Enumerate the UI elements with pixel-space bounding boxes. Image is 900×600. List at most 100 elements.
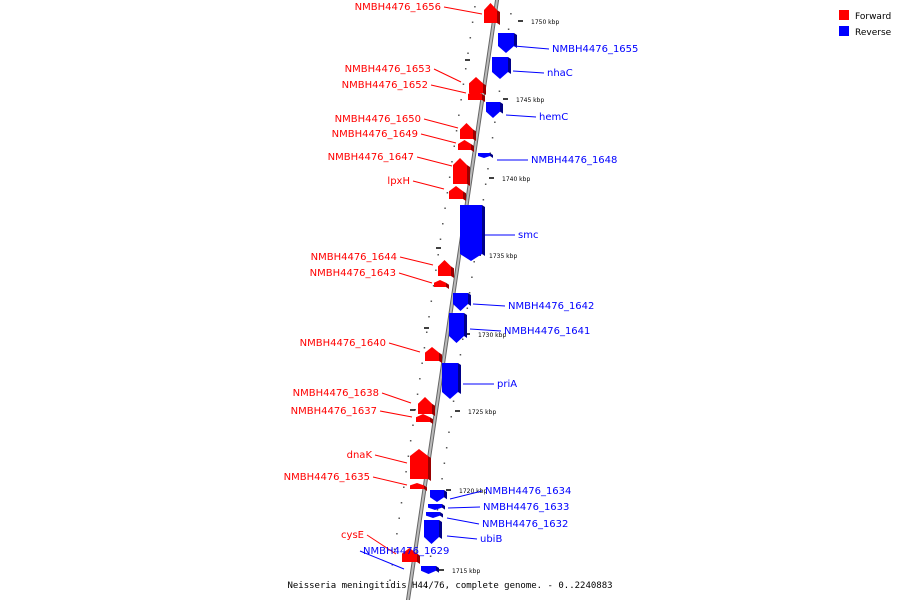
gene-NMBH4476_1656[interactable]: NMBH4476_1656 xyxy=(355,2,500,25)
scale-tick-label: 1720 kbp xyxy=(459,488,487,495)
gene-label[interactable]: NMBH4476_1649 xyxy=(332,129,418,140)
gene-arrow[interactable] xyxy=(410,449,428,479)
gene-label[interactable]: NMBH4476_1647 xyxy=(328,152,414,163)
gene-NMBH4476_1633[interactable]: NMBH4476_1633 xyxy=(428,502,569,513)
gene-NMBH4476_1638[interactable]: NMBH4476_1638 xyxy=(293,388,435,416)
gene-arrow[interactable] xyxy=(449,186,463,199)
label-connector xyxy=(469,328,502,332)
gene-arrow-shade xyxy=(439,520,442,539)
gene-arrow[interactable] xyxy=(469,77,483,93)
label-connector xyxy=(412,180,445,190)
minor-ticks xyxy=(389,6,512,588)
gene-NMBH4476_1644[interactable]: NMBH4476_1644 xyxy=(311,252,454,278)
gene-NMBH4476_1653[interactable]: NMBH4476_1653 xyxy=(345,64,486,95)
gene-NMBH4476_1647[interactable]: NMBH4476_1647 xyxy=(328,152,470,186)
gene-NMBH4476_1650[interactable]: NMBH4476_1650 xyxy=(335,114,476,141)
gene-label[interactable]: NMBH4476_1644 xyxy=(311,252,397,263)
gene-arrow[interactable] xyxy=(484,3,497,23)
gene-arrow[interactable] xyxy=(453,158,467,184)
gene-arrow[interactable] xyxy=(426,512,440,518)
gene-NMBH4476_1641[interactable]: NMBH4476_1641 xyxy=(449,313,590,343)
gene-arrow[interactable] xyxy=(438,260,451,276)
gene-NMBH4476_1642[interactable]: NMBH4476_1642 xyxy=(453,293,594,312)
gene-label[interactable]: ubiB xyxy=(480,534,502,545)
gene-label[interactable]: lpxH xyxy=(387,176,410,187)
label-connector xyxy=(449,490,483,500)
gene-priA[interactable]: priA xyxy=(442,363,517,399)
minor-dot xyxy=(435,269,437,271)
gene-label[interactable]: NMBH4476_1629 xyxy=(363,546,449,557)
gene-dnaK[interactable]: dnaK xyxy=(347,449,431,481)
gene-label[interactable]: priA xyxy=(497,379,517,390)
gene-arrow[interactable] xyxy=(430,490,444,502)
label-connector xyxy=(416,156,453,167)
gene-arrow[interactable] xyxy=(460,205,482,261)
legend: Forward Reverse xyxy=(839,10,892,38)
gene-arrow[interactable] xyxy=(442,363,458,399)
gene-arrow[interactable] xyxy=(421,566,436,574)
gene-label[interactable]: NMBH4476_1650 xyxy=(335,114,421,125)
minor-dot xyxy=(461,338,464,340)
gene-arrow[interactable] xyxy=(449,313,464,343)
minor-dot xyxy=(471,21,474,23)
gene-cysE[interactable]: cysE xyxy=(341,530,420,564)
minor-dot xyxy=(416,393,419,395)
gene-label[interactable]: NMBH4476_1633 xyxy=(483,502,569,513)
gene-label[interactable]: hemC xyxy=(539,112,568,123)
gene-lpxH[interactable]: lpxH xyxy=(387,176,466,201)
gene-NMBH4476_1643[interactable]: NMBH4476_1643 xyxy=(310,268,449,289)
gene-NMBH4476_1637[interactable]: NMBH4476_1637 xyxy=(291,406,433,424)
gene-arrow[interactable] xyxy=(425,347,439,361)
gene-NMBH4476_1640[interactable]: NMBH4476_1640 xyxy=(300,338,442,363)
label-connector xyxy=(359,550,405,570)
gene-label[interactable]: dnaK xyxy=(347,450,373,461)
gene-NMBH4476_1629[interactable]: NMBH4476_1629 xyxy=(359,546,449,574)
gene-label[interactable]: nhaC xyxy=(547,68,573,79)
gene-ubiB[interactable]: ubiB xyxy=(424,520,502,545)
label-connector xyxy=(443,6,483,15)
gene-arrow[interactable] xyxy=(458,140,471,150)
gene-arrow[interactable] xyxy=(460,123,473,139)
gene-label[interactable]: NMBH4476_1655 xyxy=(552,44,638,55)
gene-label[interactable]: NMBH4476_1652 xyxy=(342,80,428,91)
gene-arrow[interactable] xyxy=(434,280,446,287)
gene-arrow-shade xyxy=(439,352,442,363)
gene-label[interactable]: NMBH4476_1640 xyxy=(300,338,386,349)
gene-arrow[interactable] xyxy=(416,414,430,422)
gene-arrow[interactable] xyxy=(410,483,424,489)
gene-label[interactable]: smc xyxy=(518,230,538,241)
gene-label[interactable]: NMBH4476_1642 xyxy=(508,301,594,312)
gene-arrow[interactable] xyxy=(428,504,442,510)
gene-label[interactable]: NMBH4476_1637 xyxy=(291,406,377,417)
gene-arrow[interactable] xyxy=(492,57,508,79)
gene-label[interactable]: cysE xyxy=(341,530,364,541)
gene-label[interactable]: NMBH4476_1641 xyxy=(504,326,590,337)
gene-label[interactable]: NMBH4476_1635 xyxy=(284,472,370,483)
gene-arrow[interactable] xyxy=(478,153,490,158)
gene-arrow[interactable] xyxy=(486,102,500,118)
gene-NMBH4476_1648[interactable]: NMBH4476_1648 xyxy=(478,153,617,166)
gene-label[interactable]: NMBH4476_1656 xyxy=(355,2,441,13)
gene-label[interactable]: NMBH4476_1634 xyxy=(485,486,571,497)
gene-NMBH4476_1632[interactable]: NMBH4476_1632 xyxy=(426,512,568,530)
gene-arrow[interactable] xyxy=(498,33,514,53)
gene-hemC[interactable]: hemC xyxy=(486,102,568,123)
gene-NMBH4476_1649[interactable]: NMBH4476_1649 xyxy=(332,129,474,152)
gene-label[interactable]: NMBH4476_1638 xyxy=(293,388,379,399)
gene-nhaC[interactable]: nhaC xyxy=(492,57,573,79)
gene-arrow[interactable] xyxy=(453,293,468,311)
gene-label[interactable]: NMBH4476_1648 xyxy=(531,155,617,166)
gene-label[interactable]: NMBH4476_1653 xyxy=(345,64,431,75)
gene-arrow-shade xyxy=(483,83,486,95)
gene-label[interactable]: NMBH4476_1632 xyxy=(482,519,568,530)
gene-NMBH4476_1655[interactable]: NMBH4476_1655 xyxy=(498,33,638,55)
gene-arrow[interactable] xyxy=(402,548,417,562)
gene-smc[interactable]: smc xyxy=(460,205,538,261)
gene-NMBH4476_1652[interactable]: NMBH4476_1652 xyxy=(342,80,485,102)
gene-arrow[interactable] xyxy=(424,520,439,544)
gene-label[interactable]: NMBH4476_1643 xyxy=(310,268,396,279)
gene-arrow[interactable] xyxy=(468,90,482,100)
gene-NMBH4476_1634[interactable]: NMBH4476_1634 xyxy=(430,486,571,502)
gene-NMBH4476_1635[interactable]: NMBH4476_1635 xyxy=(284,472,427,491)
gene-arrow[interactable] xyxy=(418,397,432,414)
